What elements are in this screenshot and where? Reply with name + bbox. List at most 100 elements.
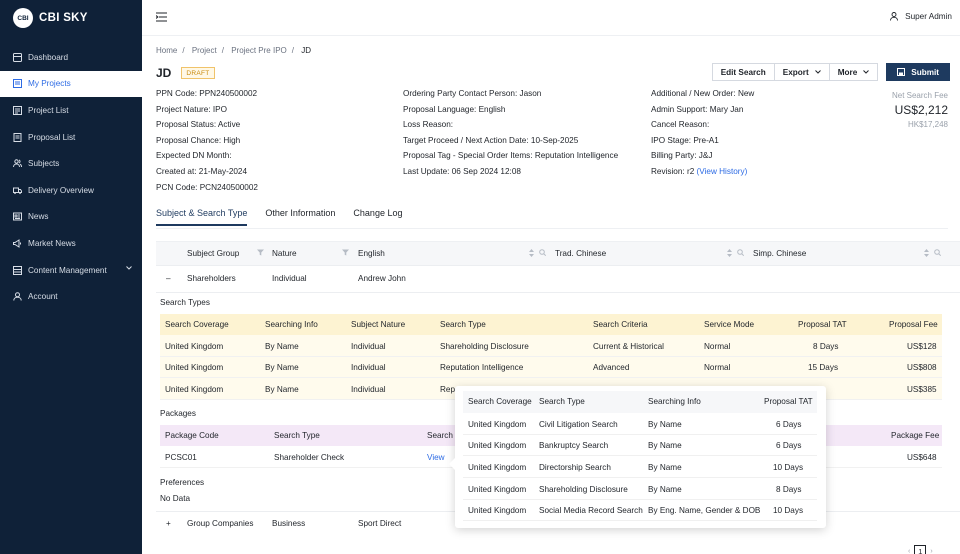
- package-detail-cell: By Name: [648, 441, 682, 451]
- fee-usd: US$2,212: [894, 103, 948, 117]
- expand-toggle[interactable]: +: [166, 519, 171, 528]
- search-type-cell: Current & Historical: [593, 341, 664, 351]
- package-detail-cell: Civil Litigation Search: [539, 419, 618, 429]
- sidebar-item-project-list[interactable]: Project List: [0, 97, 142, 124]
- subject-nature: Business: [272, 519, 306, 528]
- edit-search-button[interactable]: Edit Search: [711, 63, 775, 81]
- col-proposal-fee: Proposal Fee: [889, 320, 938, 329]
- user-menu[interactable]: Super Admin: [890, 12, 952, 21]
- info-value: J&J: [698, 151, 713, 161]
- filter-icon[interactable]: [257, 249, 264, 256]
- package-detail-cell: 6 Days: [776, 441, 802, 451]
- sidebar-item-proposal-list[interactable]: Proposal List: [0, 124, 142, 151]
- news-icon: [13, 212, 22, 221]
- tab-change-log[interactable]: Change Log: [353, 208, 403, 218]
- info-ordering-party-contact-person: Ordering Party Contact PersonJason: [403, 89, 618, 105]
- sort-icon[interactable]: [529, 249, 534, 257]
- view-history-link[interactable]: (View History): [696, 166, 748, 176]
- info-key: Expected DN Month: [156, 151, 232, 160]
- tab-other-information[interactable]: Other Information: [265, 208, 336, 218]
- info-value: New: [737, 89, 755, 98]
- col-simp-chinese: Simp. Chinese: [753, 249, 807, 258]
- search-icon[interactable]: [737, 249, 744, 256]
- sidebar-item-account[interactable]: Account: [0, 283, 142, 310]
- brand[interactable]: CBI CBI SKY: [0, 0, 142, 36]
- sidebar-item-content-management[interactable]: Content Management: [0, 257, 142, 284]
- search-type-cell: United Kingdom: [165, 341, 224, 351]
- col-english: English: [358, 249, 385, 258]
- sidebar-item-my-projects[interactable]: My Projects: [0, 70, 142, 98]
- info-revision: Revisionr2 (View History): [651, 167, 754, 183]
- sidebar-item-subjects[interactable]: Subjects: [0, 150, 142, 177]
- submit-button[interactable]: Submit: [886, 63, 950, 81]
- info-value: PCN240500002: [199, 182, 258, 192]
- info-target-proceed-next-action-date: Target Proceed / Next Action Date10-Sep-…: [403, 136, 618, 152]
- sidebar-item-news[interactable]: News: [0, 204, 142, 231]
- search-icon[interactable]: [934, 249, 941, 256]
- package-detail-cell: United Kingdom: [468, 441, 527, 451]
- breadcrumb-project[interactable]: Project: [191, 46, 217, 55]
- col-package-search-type: Search Type: [274, 431, 320, 440]
- breadcrumb-project-pre-ipo[interactable]: Project Pre IPO: [231, 46, 287, 55]
- search-types-header: Search Coverage Searching Info Subject N…: [160, 314, 942, 335]
- chevron-down-icon[interactable]: [126, 265, 132, 270]
- package-detail-popover: Search Coverage Search Type Searching In…: [449, 386, 826, 528]
- page-number[interactable]: 1: [914, 545, 927, 554]
- sort-icon[interactable]: [727, 249, 732, 257]
- brand-name: CBI SKY: [39, 12, 88, 24]
- search-icon[interactable]: [539, 249, 546, 256]
- tab-subject-search-type[interactable]: Subject & Search Type: [156, 208, 248, 226]
- info-admin-support: Admin SupportMary Jan: [651, 105, 754, 121]
- grid-icon: [13, 52, 22, 62]
- collapse-toggle[interactable]: –: [166, 274, 171, 283]
- search-type-cell: Individual: [351, 363, 386, 373]
- status-badge: DRAFT: [181, 67, 215, 79]
- logo: CBI: [13, 8, 33, 28]
- info-cancel-reason: Cancel Reason: [651, 120, 754, 136]
- info-proposal-tag-special-order-items: Proposal Tag - Special Order ItemsReputa…: [403, 151, 618, 167]
- sort-icon[interactable]: [924, 249, 929, 257]
- package-detail-cell: 10 Days: [773, 506, 804, 516]
- view-package-link[interactable]: View: [427, 452, 445, 462]
- sidebar-item-market-news[interactable]: Market News: [0, 230, 142, 257]
- sidebar-item-dashboard[interactable]: Dashboard: [0, 44, 142, 71]
- net-search-fee: Net Search Fee US$2,212 HK$17,248: [892, 91, 948, 129]
- search-type-cell: 15 Days: [808, 363, 839, 373]
- package-detail-cell: By Name: [648, 462, 682, 472]
- preferences-label: Preferences: [160, 478, 205, 487]
- package-detail-table: Search Coverage Search Type Searching In…: [463, 391, 817, 522]
- view-history-label: View History: [699, 166, 745, 176]
- search-type-cell: US$808: [907, 363, 937, 373]
- package-detail-cell: United Kingdom: [468, 484, 527, 494]
- export-button[interactable]: Export: [773, 63, 830, 81]
- sidebar-item-delivery-overview[interactable]: Delivery Overview: [0, 177, 142, 204]
- package-detail-row: United Kingdom Bankruptcy Search By Name 6 …: [463, 435, 817, 457]
- package-detail-row: United Kingdom Shareholding Disclosure By …: [463, 478, 817, 500]
- filter-icon[interactable]: [342, 249, 349, 256]
- package-detail-cell: 10 Days: [773, 462, 804, 472]
- user-icon: [13, 292, 22, 301]
- info-proposal-chance: Proposal ChanceHigh: [156, 136, 258, 152]
- fee-label: Net Search Fee: [891, 91, 948, 100]
- sidebar-item-label: News: [28, 212, 49, 222]
- info-value: PPN240500002: [199, 89, 258, 98]
- package-detail-row: United Kingdom Directorship Search By Name…: [463, 456, 817, 479]
- info-value: Mary Jan: [709, 104, 744, 114]
- info-value: English: [478, 104, 506, 114]
- fee-hkd: HK$17,248: [907, 120, 948, 129]
- sidebar-item-label: Proposal List: [28, 132, 76, 142]
- next-page-icon[interactable]: ›: [930, 547, 933, 554]
- menu-toggle-icon[interactable]: [156, 12, 167, 22]
- search-type-cell: Normal: [704, 341, 731, 351]
- breadcrumb-home[interactable]: Home: [156, 46, 178, 55]
- col-subject-group: Subject Group: [187, 249, 240, 258]
- search-types-label: Search Types: [160, 298, 210, 307]
- package-detail-cell: By Name: [648, 484, 682, 494]
- prev-page-icon[interactable]: ‹: [908, 547, 911, 554]
- more-button[interactable]: More: [828, 63, 879, 81]
- package-detail-row: United Kingdom Civil Litigation Search By …: [463, 413, 817, 435]
- info-value: Pre-A1: [693, 135, 719, 145]
- col-proposal-tat: Proposal TAT: [764, 397, 813, 406]
- sidebar-item-label: Delivery Overview: [28, 185, 94, 195]
- info-value: r2: [686, 166, 695, 176]
